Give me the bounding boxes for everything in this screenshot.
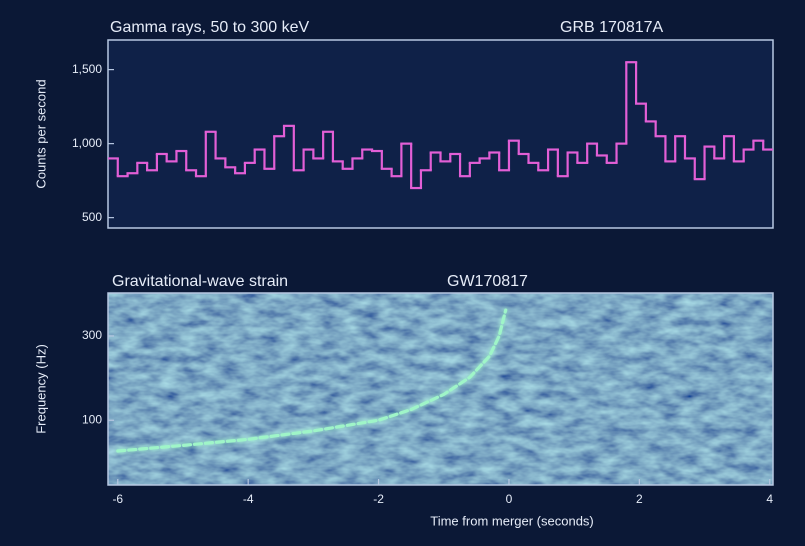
top-panel	[107, 39, 774, 229]
bottom-annotation: GW170817	[447, 273, 528, 290]
x-tick-label: -6	[112, 492, 123, 506]
bottom-panel	[107, 292, 774, 486]
y-tick-label: 300	[82, 328, 102, 342]
y-tick-label: 1,500	[72, 62, 102, 76]
x-axis-label: Time from merger (seconds)	[430, 513, 594, 528]
x-tick-label: 0	[506, 492, 513, 506]
y-axis-label: Frequency (Hz)	[33, 344, 48, 434]
x-tick-label: 2	[636, 492, 643, 506]
spectrogram-background	[108, 293, 773, 485]
top-annotation: GRB 170817A	[560, 19, 664, 36]
x-tick-label: -4	[243, 492, 254, 506]
x-tick-label: -2	[373, 492, 384, 506]
top-title: Gamma rays, 50 to 300 keV	[110, 19, 310, 36]
x-tick-label: 4	[766, 492, 773, 506]
y-tick-label: 1,000	[72, 136, 102, 150]
y-axis-label: Counts per second	[33, 79, 48, 188]
y-tick-label: 100	[82, 412, 102, 426]
plot-area	[116, 308, 508, 453]
bottom-title: Gravitational-wave strain	[112, 273, 288, 290]
y-tick-label: 500	[82, 210, 102, 224]
chirp-track	[116, 308, 508, 453]
plot-area	[108, 61, 773, 190]
